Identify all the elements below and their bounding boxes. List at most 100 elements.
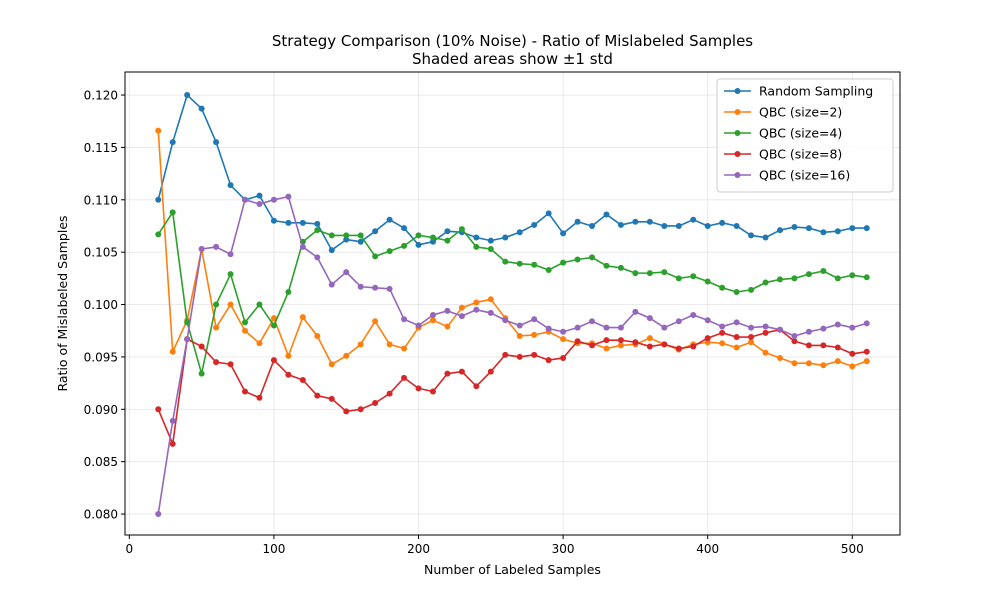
data-point-qbc-size-4	[776, 276, 783, 283]
legend-label-qbc-size-8: QBC (size=8)	[759, 147, 842, 162]
x-tick-label: 100	[262, 542, 285, 556]
data-point-qbc-size-16	[632, 308, 639, 315]
data-point-random-sampling	[574, 218, 581, 225]
data-point-qbc-size-2	[776, 354, 783, 361]
data-point-qbc-size-8	[589, 342, 596, 349]
series-qbc-size-8	[155, 326, 870, 447]
data-point-qbc-size-8	[516, 353, 523, 360]
data-point-qbc-size-4	[675, 275, 682, 282]
data-point-qbc-size-16	[617, 324, 624, 331]
data-point-qbc-size-4	[328, 232, 335, 239]
data-point-random-sampling	[834, 228, 841, 235]
data-point-random-sampling	[589, 222, 596, 229]
data-point-qbc-size-16	[589, 318, 596, 325]
data-point-random-sampling	[429, 238, 436, 245]
data-point-qbc-size-8	[791, 338, 798, 345]
data-point-qbc-size-8	[415, 385, 422, 392]
data-point-qbc-size-16	[863, 320, 870, 327]
legend-marker-qbc-size-8	[734, 151, 741, 157]
data-point-qbc-size-16	[748, 324, 755, 331]
series-qbc-size-2	[155, 127, 870, 370]
data-point-random-sampling	[516, 229, 523, 236]
data-point-random-sampling	[805, 225, 812, 232]
data-point-qbc-size-4	[589, 254, 596, 261]
data-point-random-sampling	[863, 225, 870, 232]
data-point-qbc-size-8	[617, 337, 624, 344]
data-point-qbc-size-16	[299, 243, 306, 250]
data-point-random-sampling	[733, 222, 740, 229]
data-point-qbc-size-4	[169, 209, 176, 216]
x-tick-label: 200	[407, 542, 430, 556]
data-point-random-sampling	[473, 234, 480, 241]
data-point-qbc-size-2	[328, 361, 335, 368]
data-point-qbc-size-2	[849, 363, 856, 370]
data-point-qbc-size-8	[502, 351, 509, 358]
data-point-qbc-size-16	[776, 326, 783, 333]
data-point-qbc-size-2	[227, 301, 234, 308]
data-point-qbc-size-8	[487, 368, 494, 375]
data-point-qbc-size-2	[429, 317, 436, 324]
data-point-qbc-size-4	[863, 274, 870, 281]
data-point-qbc-size-8	[661, 341, 668, 348]
data-point-qbc-size-16	[155, 511, 162, 518]
legend-marker-qbc-size-16	[734, 172, 741, 178]
data-point-qbc-size-4	[849, 272, 856, 279]
data-point-qbc-size-4	[834, 275, 841, 282]
data-point-qbc-size-4	[429, 234, 436, 241]
x-tick-label: 0	[126, 542, 134, 556]
data-point-random-sampling	[357, 238, 364, 245]
y-tick-label: 0.110	[84, 193, 118, 207]
legend-marker-qbc-size-4	[734, 130, 741, 136]
x-tick-label: 400	[696, 542, 719, 556]
data-point-qbc-size-2	[531, 331, 538, 338]
data-point-random-sampling	[632, 218, 639, 225]
x-tick-label: 500	[841, 542, 864, 556]
data-point-qbc-size-8	[270, 357, 277, 364]
data-point-qbc-size-8	[574, 338, 581, 345]
data-point-random-sampling	[184, 92, 191, 99]
data-point-qbc-size-4	[661, 269, 668, 276]
data-point-qbc-size-16	[661, 324, 668, 331]
data-point-qbc-size-8	[227, 361, 234, 368]
data-point-qbc-size-16	[242, 196, 249, 203]
data-point-qbc-size-4	[603, 262, 610, 269]
data-point-qbc-size-16	[473, 306, 480, 313]
data-point-random-sampling	[386, 216, 393, 223]
data-point-qbc-size-8	[169, 440, 176, 447]
data-point-qbc-size-16	[213, 243, 220, 250]
data-point-qbc-size-4	[632, 270, 639, 277]
data-point-qbc-size-16	[415, 322, 422, 329]
data-point-qbc-size-16	[516, 322, 523, 329]
data-point-qbc-size-16	[560, 328, 567, 335]
legend-marker-random-sampling	[734, 88, 741, 94]
data-point-qbc-size-16	[704, 317, 711, 324]
axis-ticks: 0 100 200 300 400 500 0.080 0.085 0.090 0.095 0.10…	[84, 89, 864, 556]
data-point-qbc-size-16	[372, 284, 379, 291]
plot-series	[155, 92, 870, 518]
data-point-qbc-size-2	[343, 352, 350, 359]
y-tick-label: 0.085	[84, 455, 118, 469]
data-point-qbc-size-4	[184, 319, 191, 326]
data-point-qbc-size-16	[184, 336, 191, 343]
data-point-random-sampling	[502, 234, 509, 241]
data-point-random-sampling	[820, 229, 827, 236]
data-point-qbc-size-2	[155, 127, 162, 134]
y-tick-label: 0.115	[84, 141, 118, 155]
data-point-qbc-size-4	[343, 232, 350, 239]
data-point-random-sampling	[646, 218, 653, 225]
data-point-qbc-size-8	[834, 344, 841, 351]
data-point-qbc-size-16	[458, 313, 465, 320]
data-point-random-sampling	[213, 139, 220, 146]
data-point-qbc-size-16	[270, 196, 277, 203]
data-point-qbc-size-4	[560, 259, 567, 266]
data-point-qbc-size-16	[574, 324, 581, 331]
data-point-qbc-size-8	[690, 343, 697, 350]
data-point-qbc-size-4	[242, 319, 249, 326]
data-point-qbc-size-2	[372, 318, 379, 325]
data-point-random-sampling	[545, 210, 552, 217]
data-point-qbc-size-8	[155, 406, 162, 413]
data-point-qbc-size-8	[285, 371, 292, 378]
data-point-random-sampling	[328, 247, 335, 254]
data-point-qbc-size-4	[574, 256, 581, 263]
